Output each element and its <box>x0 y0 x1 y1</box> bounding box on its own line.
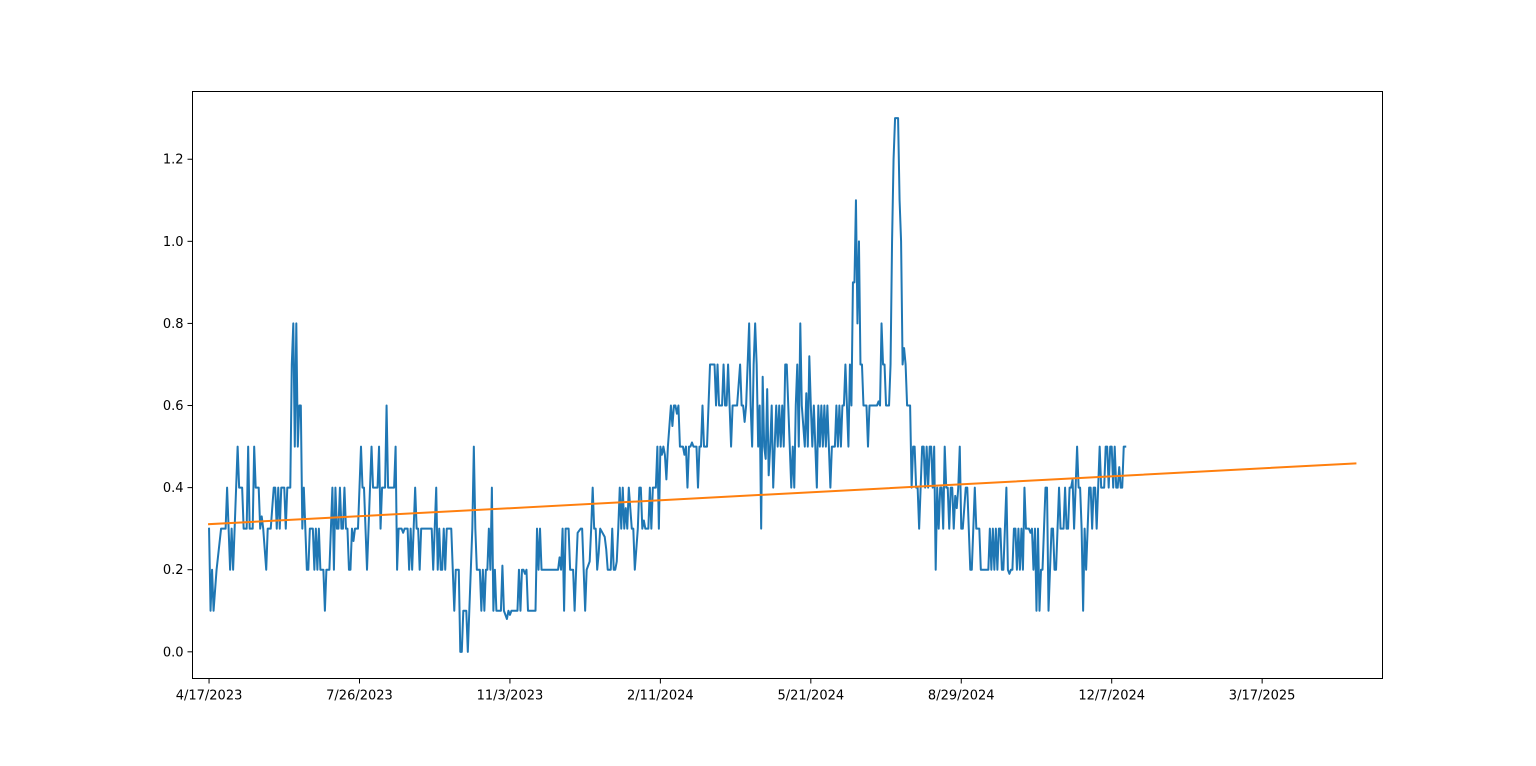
x-tick-label: 3/17/2025 <box>1229 689 1296 704</box>
x-tick-label: 5/21/2024 <box>777 689 844 704</box>
y-axis: 0.0 0.2 0.4 0.6 0.8 1.0 1.2 <box>163 153 193 660</box>
plot-frame <box>192 91 1383 679</box>
x-axis: 4/17/2023 7/26/2023 11/3/2023 2/11/2024 5/21… <box>176 678 1296 704</box>
series-line-1 <box>208 117 1127 653</box>
y-tick-label: 1.0 <box>163 235 184 250</box>
series-line-2 <box>207 462 1357 526</box>
y-tick-label: 0.4 <box>163 481 184 496</box>
y-tick-label: 0.0 <box>163 645 184 660</box>
y-tick-label: 0.2 <box>163 563 184 578</box>
x-tick-label: 8/29/2024 <box>928 689 995 704</box>
y-tick-label: 0.6 <box>163 399 184 414</box>
y-tick-label: 1.2 <box>163 153 184 168</box>
x-tick-label: 2/11/2024 <box>627 689 694 704</box>
x-tick-label: 4/17/2023 <box>176 689 243 704</box>
series-layer <box>207 117 1357 653</box>
y-tick-label: 0.8 <box>163 317 184 332</box>
x-tick-label: 12/7/2024 <box>1078 689 1145 704</box>
x-tick-label: 7/26/2023 <box>326 689 393 704</box>
x-tick-label: 11/3/2023 <box>477 689 544 704</box>
